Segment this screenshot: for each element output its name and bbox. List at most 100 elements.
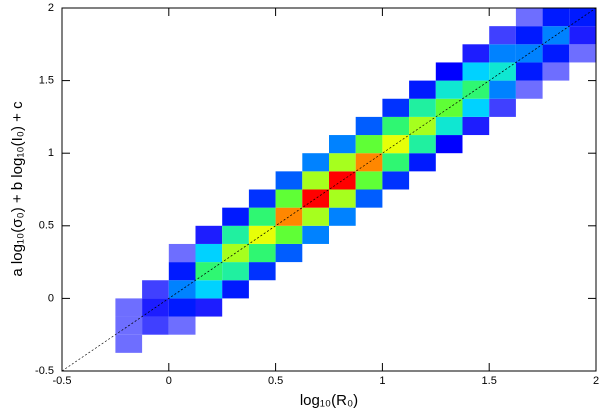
bin (89, 99, 116, 117)
bin (302, 335, 329, 353)
bin (435, 135, 463, 154)
bin (356, 81, 383, 99)
bin (142, 335, 169, 353)
bin (329, 171, 356, 190)
bin (222, 117, 249, 135)
bin (169, 135, 196, 153)
bin (89, 317, 116, 335)
bin (515, 80, 543, 99)
bin (276, 26, 303, 44)
bin (382, 116, 410, 136)
bin (436, 298, 463, 316)
bin (115, 26, 142, 44)
bin (249, 135, 276, 153)
bin (516, 280, 543, 298)
bin (489, 280, 516, 298)
bin (436, 280, 463, 298)
bin (89, 262, 116, 280)
bin (142, 44, 169, 62)
bin (276, 99, 303, 117)
bin (222, 99, 249, 117)
bin (516, 117, 543, 135)
bin (249, 26, 276, 44)
bin (115, 334, 143, 353)
bin (463, 226, 490, 244)
bin (62, 153, 89, 171)
bin (62, 99, 89, 117)
bin (463, 353, 490, 371)
bin (62, 280, 89, 298)
bin (169, 335, 196, 353)
bin (489, 317, 516, 335)
bin (569, 26, 596, 45)
bin (302, 262, 329, 280)
bin (329, 353, 356, 371)
bin (142, 62, 169, 80)
bin (569, 99, 596, 117)
bin (89, 280, 116, 298)
bin (569, 280, 596, 298)
bin (169, 117, 196, 135)
bin (436, 208, 463, 226)
bin (115, 81, 142, 99)
bin (89, 62, 116, 80)
bin (142, 153, 169, 171)
bin (249, 8, 276, 26)
bin (89, 8, 116, 26)
bin (569, 62, 596, 80)
bin (382, 171, 410, 190)
bin (89, 190, 116, 208)
bin (409, 98, 436, 117)
bin (276, 62, 303, 80)
bin (249, 81, 276, 99)
bin (543, 298, 570, 316)
bin (489, 190, 516, 208)
bin (516, 353, 543, 371)
bin (463, 26, 490, 44)
bin (169, 8, 196, 26)
bin (222, 207, 249, 226)
bin (356, 244, 383, 262)
bin (355, 153, 383, 172)
bin (62, 44, 89, 62)
bin (516, 262, 543, 280)
bin (276, 44, 303, 62)
bin (115, 99, 142, 117)
bin (302, 225, 329, 244)
bin (355, 116, 383, 136)
bin (409, 208, 436, 226)
bin (196, 81, 223, 99)
bin (89, 353, 116, 371)
bin (382, 62, 409, 80)
bin (489, 335, 516, 353)
bin (516, 99, 543, 117)
bin (249, 353, 276, 371)
bin (356, 99, 383, 117)
bin (302, 99, 329, 117)
bin (543, 117, 570, 135)
bin (329, 153, 356, 172)
y-axis-label: a log₁₀(σ₀) + b log₁₀(I₀) + c (9, 101, 26, 277)
bin (569, 335, 596, 353)
bin (436, 353, 463, 371)
bin (89, 26, 116, 44)
bin (168, 298, 196, 317)
bin (489, 171, 516, 189)
bin (196, 317, 223, 335)
bin (196, 335, 223, 353)
bin (196, 44, 223, 62)
bin (62, 117, 89, 135)
bin (302, 62, 329, 80)
bin (436, 153, 463, 171)
bin (169, 153, 196, 171)
bin (463, 298, 490, 316)
bin (356, 26, 383, 44)
bin (115, 62, 142, 80)
bin (543, 81, 570, 99)
bin (436, 226, 463, 244)
bin (222, 262, 249, 281)
bin (463, 280, 490, 298)
bin (249, 298, 276, 316)
bin (62, 62, 89, 80)
bin (302, 26, 329, 44)
